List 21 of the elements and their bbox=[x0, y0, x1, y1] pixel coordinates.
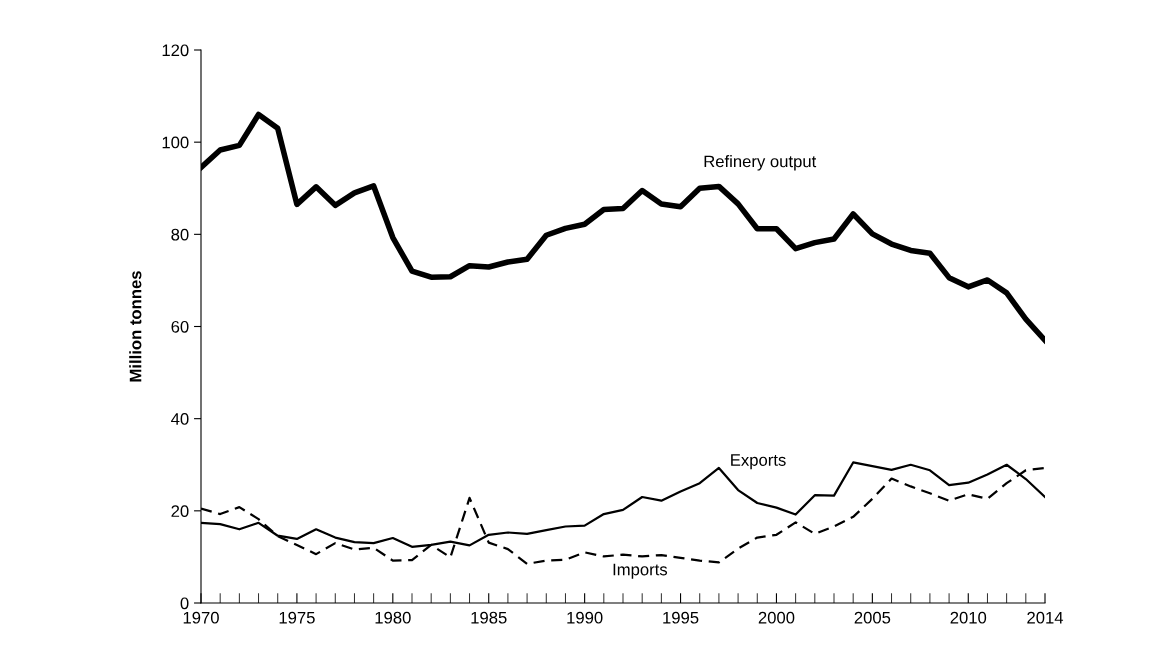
y-tick-label: 120 bbox=[162, 44, 189, 57]
x-tick-label: 1980 bbox=[375, 611, 411, 624]
y-tick-label: 0 bbox=[180, 597, 189, 610]
y-tick-label: 100 bbox=[162, 136, 189, 149]
x-tick-label: 1975 bbox=[279, 611, 315, 624]
x-tick-label: 2005 bbox=[854, 611, 891, 624]
y-tick-label: 20 bbox=[171, 505, 189, 518]
x-tick-label: 1990 bbox=[567, 611, 603, 624]
series-label: Exports bbox=[731, 454, 786, 470]
x-tick-label: 2000 bbox=[758, 611, 795, 624]
series-label: Imports bbox=[613, 563, 668, 579]
y-axis-title: Million tonnes bbox=[129, 271, 142, 382]
x-tick-label: 1985 bbox=[471, 611, 507, 624]
x-tick-label: 1970 bbox=[183, 611, 219, 624]
y-tick-label: 80 bbox=[171, 228, 189, 241]
x-tick-label: 1995 bbox=[663, 611, 699, 624]
x-tick-label: 2014 bbox=[1027, 611, 1064, 624]
x-tick-label: 2010 bbox=[950, 611, 987, 624]
y-tick-label: 60 bbox=[171, 320, 189, 333]
y-tick-label: 40 bbox=[171, 413, 189, 425]
series-label: Refinery output bbox=[704, 155, 817, 171]
